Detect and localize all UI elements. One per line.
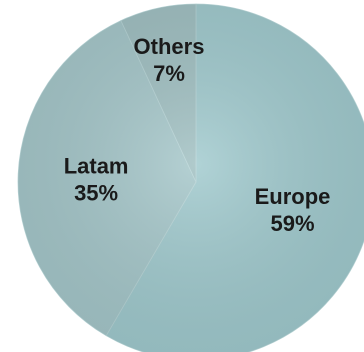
slice-label-others: Others 7% bbox=[134, 34, 205, 86]
slice-value-europe: 59% bbox=[270, 211, 314, 236]
slice-name-others: Others bbox=[134, 34, 205, 59]
slice-name-latam: Latam bbox=[64, 153, 129, 178]
slice-label-europe: Europe 59% bbox=[255, 184, 331, 236]
slice-label-latam: Latam 35% bbox=[64, 153, 129, 205]
slice-value-others: 7% bbox=[153, 61, 185, 86]
labels-layer: Europe 59% Latam 35% Others 7% bbox=[64, 34, 331, 236]
slice-value-latam: 35% bbox=[74, 180, 118, 205]
slice-name-europe: Europe bbox=[255, 184, 331, 209]
